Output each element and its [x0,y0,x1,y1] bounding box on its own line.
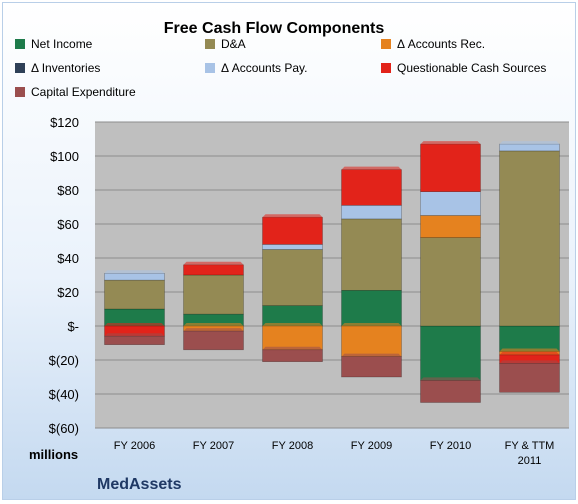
y-tick-label: $(40) [49,387,79,402]
bar-segment-accounts-pay [499,143,560,152]
plot-area [95,122,569,428]
legend-item-inventories: Δ Inventories [15,61,100,75]
bar-segment-edge [104,333,165,337]
y-tick-label: $(20) [49,353,79,368]
bar-segment-edge [420,377,481,381]
bar-segment-capital-expenditure [499,363,560,393]
y-tick-label: $40 [57,251,79,266]
legend-item-questionable-cash-sources: Questionable Cash Sources [381,61,546,75]
legend-label: D&A [221,37,246,51]
chart-svg: Free Cash Flow Components Net Income D&A Δ… [15,20,569,493]
legend-swatch [15,63,25,73]
bar-segment-accounts-rec [341,325,402,357]
y-tick-label: $(60) [49,421,79,436]
y-axis-label: millions [29,447,78,462]
bar-segment-edge [499,351,560,355]
legend-swatch [205,39,215,49]
legend-item-capital-expenditure: Capital Expenditure [15,85,136,99]
bar-segment-d-a [262,249,323,306]
legend-item-d-a: D&A [205,37,246,51]
bar-segment-d-a [420,237,481,327]
bar-segment-accounts-pay [104,272,165,281]
x-tick-label: FY & TTM [505,440,555,452]
x-tick-label: FY 2009 [351,440,392,452]
bar-segment-questionable-cash-sources [183,264,244,276]
bar-segment-accounts-rec [262,325,323,351]
bar-segment-questionable-cash-sources [420,143,481,193]
y-tick-label: $60 [57,217,79,232]
company-name: MedAssets [97,476,182,493]
x-tick-label: FY 2006 [114,440,155,452]
legend-label: Δ Inventories [31,61,100,75]
legend-label: Questionable Cash Sources [397,61,546,75]
legend-item-accounts-pay: Δ Accounts Pay. [205,61,308,75]
x-tick-label: FY 2008 [272,440,313,452]
y-tick-label: $80 [57,183,79,198]
bar-segment-net-income [341,289,402,327]
bar-segment-questionable-cash-sources [341,169,402,206]
bars [104,141,560,403]
bar-segment-d-a [104,279,165,310]
legend-swatch [381,63,391,73]
bar-segment-d-a [499,150,560,327]
legend-label: Capital Expenditure [31,85,136,99]
bar-segment-edge [262,346,323,350]
y-tick-label: $120 [50,115,79,130]
legend-label: Δ Accounts Pay. [221,61,308,75]
bar-segment-net-income [499,325,560,352]
legend-swatch [15,87,25,97]
y-tick-label: $- [67,319,79,334]
legend-item-accounts-rec: Δ Accounts Rec. [381,37,485,51]
bar-segment-questionable-cash-sources [262,216,323,245]
y-tick-label: $20 [57,285,79,300]
y-tick-label: $100 [50,149,79,164]
bar-segment-edge [183,323,244,326]
bar-segment-d-a [183,274,244,315]
bar-segment-edge [499,360,560,364]
legend-swatch [381,39,391,49]
bar-segment-accounts-pay [420,191,481,216]
legend-label: Δ Accounts Rec. [397,37,485,51]
bar-segment-net-income [420,325,481,381]
legend: Net Income D&A Δ Accounts Rec. Δ Inventorie… [15,37,546,99]
bar-segment-edge [183,328,244,332]
chart-title: Free Cash Flow Components [164,20,385,37]
bar-segment-edge [104,323,165,326]
bar-segment-edge [262,214,323,218]
x-axis: FY 2006 FY 2007 FY 2008 FY 2009 FY 2010 FY & … [114,440,555,467]
bar-segment-edge [499,348,560,352]
bar-segment-capital-expenditure [341,356,402,378]
y-axis: $120 $100 $80 $60 $40 $20 $- $(20) $(40) $(60) [49,115,79,436]
bar-segment-capital-expenditure [104,335,165,346]
bar-segment-edge [262,323,323,326]
bar-segment-net-income [262,305,323,327]
bar-segment-accounts-rec [420,215,481,238]
bar-segment-capital-expenditure [262,349,323,362]
x-tick-label: 2011 [518,455,542,467]
bar-segment-capital-expenditure [183,330,244,351]
bar-segment-edge [341,353,402,357]
bar-segment-accounts-pay [262,244,323,250]
bar-segment-d-a [341,218,402,291]
legend-label: Net Income [31,37,93,51]
legend-swatch [15,39,25,49]
bar-segment-edge [104,270,165,274]
bar-segment-edge [183,261,244,265]
legend-swatch [205,63,215,73]
bar-segment-edge [341,323,402,326]
bar-segment-edge [499,141,560,145]
legend-item-net-income: Net Income [15,37,93,51]
bar-segment-edge [341,166,402,170]
bar-segment-accounts-pay [341,205,402,220]
x-tick-label: FY 2010 [430,440,471,452]
bar-segment-capital-expenditure [420,380,481,403]
bar-segment-edge [420,141,481,145]
x-tick-label: FY 2007 [193,440,234,452]
gridlines [95,121,569,429]
